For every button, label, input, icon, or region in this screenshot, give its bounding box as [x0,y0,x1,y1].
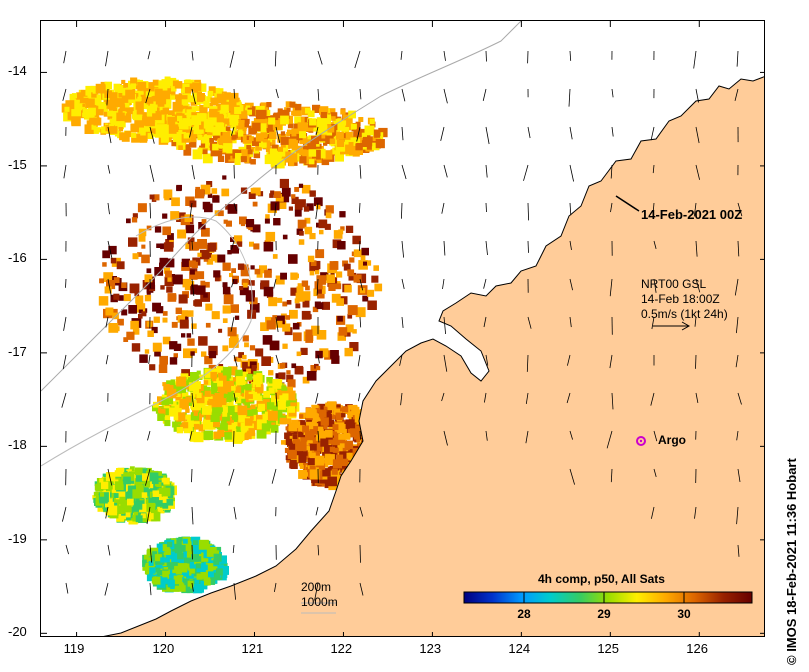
lat-tick-label: -15 [8,156,27,172]
colorbar-ticks: 28 29 30 [517,592,691,621]
map-canvas[interactable]: 28 29 30 [41,21,765,637]
lon-tick-label: 123 [419,641,442,656]
colorbar-tick-label: 28 [517,607,531,621]
lat-tick-label: -16 [8,250,27,266]
isobath-1000-label: 1000m [301,595,338,609]
lon-tick-label: 120 [152,641,175,656]
colorbar-tick-label: 30 [677,607,691,621]
sst-layer [61,76,388,594]
australia-landmass [103,76,764,636]
argo-float-marker [636,436,646,446]
lon-tick-label: 125 [597,641,620,656]
lon-tick-label: 121 [241,641,264,656]
current-time-label: 14-Feb 18:00Z [641,292,720,306]
isobath-200m [41,21,522,392]
lat-tick-label: -14 [8,63,27,79]
lon-tick-label: 119 [63,641,85,656]
lon-tick-label: 126 [686,641,708,656]
colorbar-tick-label: 29 [597,607,611,621]
lat-tick-label: -20 [8,624,27,640]
date-label: 14-Feb-2021 00Z [641,207,743,222]
lon-tick-label: 124 [508,641,531,656]
lat-tick-label: -19 [8,530,27,546]
lat-tick-label: -18 [8,437,27,453]
legend-isobath-lines [301,602,336,614]
colorbar-title: 4h comp, p50, All Sats [538,572,665,586]
isobath-1000m [41,216,253,467]
isobath-layer [41,21,522,467]
argo-label: Argo [658,433,686,447]
map-frame[interactable]: 28 29 30 14-Feb-2021 00Z NRT00 GSL 14-Feb … [40,20,765,637]
axis-ticks [41,21,764,636]
lon-tick-label: 122 [330,641,353,656]
current-vectors [61,50,743,601]
current-product-label: NRT00 GSL [641,277,707,291]
scale-vector-arrowhead [681,321,691,331]
colorbar [463,591,753,604]
lat-tick-label: -17 [8,343,27,359]
date-leader-line [615,195,640,212]
imos-credit: © IMOS 18-Feb-2021 11:36 Hobart [784,458,799,665]
isobath-200-label: 200m [301,580,332,594]
vector-scale-label: 0.5m/s (1kt 24h) [641,307,728,321]
